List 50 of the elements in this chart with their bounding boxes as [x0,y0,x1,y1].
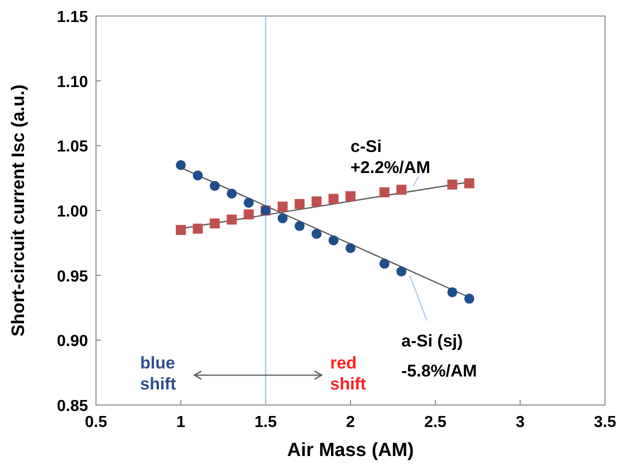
point [294,221,305,232]
point [312,196,322,206]
annotation: red shift [330,354,366,394]
y-axis-title: Short-circuit current Isc (a.u.) [8,84,28,337]
point [278,202,288,212]
point [328,235,339,246]
point [226,188,237,199]
y-tick-label: 0.85 [56,398,88,415]
point [346,243,356,254]
series-label: a-Si (sj) [401,332,463,351]
x-tick-label: 2.5 [424,414,447,431]
x-tick-label: 3 [516,414,525,431]
x-axis-title: Air Mass (AM) [287,440,414,461]
x-tick-label: 0.5 [84,414,108,431]
point [210,180,220,191]
point [244,198,254,208]
point [176,160,186,170]
annotation: blue shift [140,354,176,394]
y-tick-label: 1.10 [56,74,88,91]
y-tick-label: 0.95 [56,268,88,286]
point [210,218,220,228]
point [278,213,288,224]
y-tick-label: 0.90 [56,333,88,350]
point [379,258,390,269]
y-tick-label: 1.00 [56,204,88,220]
x-tick-label: 2 [346,414,356,431]
x-tick-label: 1 [176,414,186,431]
point [447,287,458,298]
annotation: -5.8%/AM [401,361,477,380]
x-tick-label: 1.5 [254,414,277,431]
point [396,266,406,276]
point [379,187,390,198]
point [192,224,203,234]
point [447,180,458,190]
y-tick-label: 1.05 [56,138,88,156]
point [346,191,356,202]
x-tick-label: 3.5 [594,414,616,431]
point [176,224,186,235]
point [396,184,406,195]
point [244,209,254,220]
point [328,194,339,204]
point [464,294,474,304]
y-tick-label: 1.15 [56,9,88,26]
point [464,178,474,188]
point [312,228,322,239]
annotation: +2.2%/AM [350,158,430,177]
point [226,214,237,225]
point [192,170,203,180]
series-label: c-Si [350,137,382,156]
point [294,199,305,210]
